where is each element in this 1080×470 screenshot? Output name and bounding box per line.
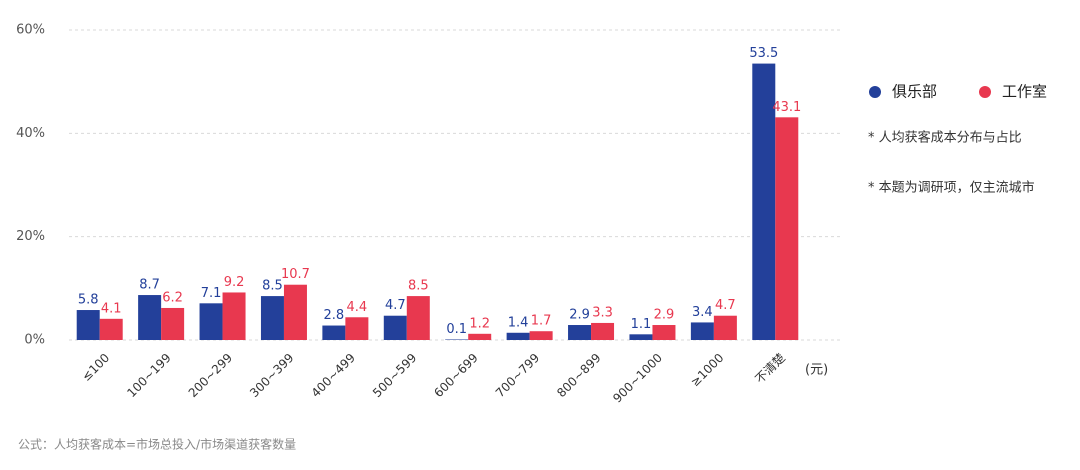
- legend-label: 工作室: [1002, 83, 1047, 101]
- bar: [629, 334, 653, 340]
- value-label: 8.7: [139, 278, 160, 293]
- value-label: 4.7: [715, 298, 736, 313]
- bar: [568, 325, 592, 340]
- x-tick-label: 300~399: [247, 351, 296, 400]
- value-label: 4.1: [101, 301, 122, 316]
- bar: [222, 292, 246, 340]
- bar: [283, 284, 307, 340]
- value-label: 2.9: [654, 308, 675, 323]
- y-tick-label: 20%: [16, 229, 45, 244]
- y-tick-label: 40%: [16, 126, 45, 141]
- x-tick-label: 800~899: [554, 351, 603, 400]
- x-axis-label: (元): [805, 363, 828, 378]
- bar: [345, 317, 369, 340]
- bar: [690, 322, 714, 340]
- bar: [468, 333, 492, 340]
- bar: [506, 332, 530, 340]
- value-label: 0.1: [446, 322, 467, 337]
- value-label: 10.7: [281, 267, 310, 282]
- bar: [752, 63, 776, 340]
- value-label: 53.5: [749, 46, 778, 61]
- y-tick-label: 0%: [24, 333, 45, 348]
- bar: [713, 315, 737, 340]
- bar: [775, 117, 799, 340]
- bar: [529, 331, 553, 340]
- value-label: 3.4: [692, 305, 713, 320]
- legend-swatch: [869, 86, 881, 98]
- value-label: 1.2: [469, 316, 490, 331]
- bar: [445, 339, 469, 340]
- x-tick-label: 100~199: [124, 351, 173, 400]
- bar: [652, 325, 676, 340]
- value-label: 9.2: [224, 275, 245, 290]
- y-tick-label: 60%: [16, 23, 45, 38]
- x-tick-label: 900~1000: [610, 351, 665, 406]
- value-label: 2.8: [324, 308, 345, 323]
- x-tick-label: ≥1000: [688, 351, 727, 390]
- bar: [99, 318, 123, 340]
- footnote: 公式：人均获客成本=市场总投入/市场渠道获客数量: [18, 437, 296, 452]
- value-label: 8.5: [408, 279, 429, 294]
- bar: [138, 295, 162, 340]
- legend-swatch: [979, 86, 991, 98]
- note: * 本题为调研项，仅主流城市: [868, 180, 1035, 196]
- value-label: 1.7: [531, 314, 552, 329]
- value-label: 8.5: [262, 279, 283, 294]
- x-tick-label: 700~799: [493, 351, 542, 400]
- value-label: 1.4: [508, 315, 529, 330]
- value-label: 4.4: [347, 300, 368, 315]
- value-label: 2.9: [569, 308, 590, 323]
- value-label: 4.7: [385, 298, 406, 313]
- bar: [76, 310, 100, 340]
- note: * 人均获客成本分布与占比: [868, 130, 1022, 146]
- x-tick-label: ≤100: [79, 351, 112, 384]
- x-tick-label: 不清楚: [753, 351, 788, 386]
- value-label: 7.1: [201, 286, 222, 301]
- x-tick-label: 500~599: [370, 351, 419, 400]
- x-tick-label: 600~699: [431, 351, 480, 400]
- value-label: 5.8: [78, 293, 99, 308]
- bar: [260, 296, 284, 340]
- value-label: 6.2: [162, 290, 183, 305]
- bar: [406, 296, 430, 340]
- legend-label: 俱乐部: [892, 83, 937, 101]
- bar: [591, 322, 615, 340]
- bar: [161, 307, 185, 340]
- x-tick-label: 400~499: [309, 351, 358, 400]
- value-label: 43.1: [772, 100, 801, 115]
- bar: [322, 325, 346, 340]
- x-tick-label: 200~299: [186, 351, 235, 400]
- value-label: 1.1: [631, 317, 652, 332]
- value-label: 3.3: [592, 305, 613, 320]
- bar: [199, 303, 223, 340]
- bar: [383, 315, 407, 340]
